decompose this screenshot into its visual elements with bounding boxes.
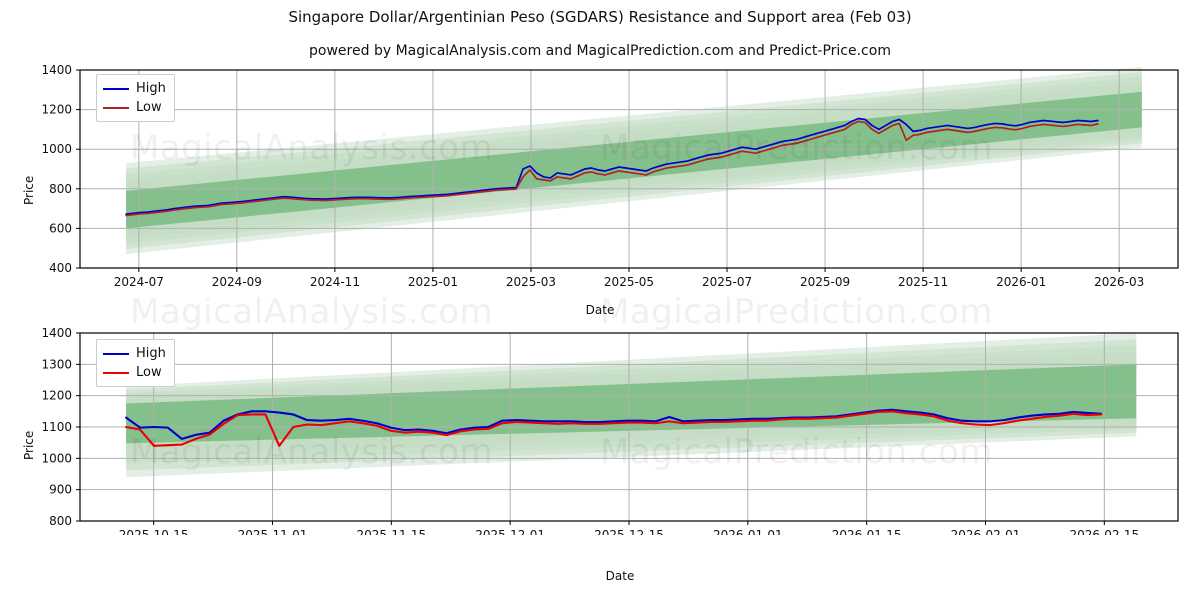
y-tick-label: 1000 [41, 142, 72, 156]
plot-frame [79, 69, 1179, 269]
y-tick-label: 900 [49, 483, 72, 497]
overview-x-axis-label: Date [585, 303, 615, 317]
x-tick-label: 2024-07 [114, 275, 164, 289]
legend-entry-low-detail: Low [103, 363, 166, 382]
x-tick-label: 2025-12-01 [475, 528, 545, 535]
legend-label-high: High [136, 81, 166, 96]
detail-y-axis-label: Price [22, 430, 36, 460]
y-tick-label: 600 [49, 221, 72, 235]
overview-legend: High Low [96, 74, 175, 122]
x-tick-label: 2024-09 [212, 275, 262, 289]
legend-swatch-high-detail [103, 352, 129, 355]
y-tick-label: 1000 [41, 451, 72, 465]
y-tick-label: 1400 [41, 326, 72, 340]
detail-chart-panel: 2025-10-15 2025-11-01 2025-11-15 2025-12-01… [0, 325, 1200, 535]
y-tick-label: 800 [49, 514, 72, 528]
x-tick-label: 2025-11 [898, 275, 948, 289]
x-tick-label: 2025-07 [702, 275, 752, 289]
legend-entry-low: Low [103, 98, 166, 117]
x-tick-label: 2026-01-15 [832, 528, 902, 535]
x-tick-label: 2026-02-15 [1069, 528, 1139, 535]
page-title: Singapore Dollar/Argentinian Peso (SGDAR… [288, 8, 912, 26]
detail-plot: 2025-10-15 2025-11-01 2025-11-15 2025-12-01… [41, 326, 1179, 535]
legend-label-high-detail: High [136, 346, 166, 361]
overview-y-axis-label: Price [22, 175, 36, 205]
series-line-low [125, 410, 1103, 447]
overview-plot: 2024-07 2024-09 2024-11 2025-01 2025-03 2025-… [41, 63, 1179, 289]
y-tick-label: 800 [49, 182, 72, 196]
x-tick-label: 2025-12-15 [594, 528, 664, 535]
page-subtitle: powered by MagicalAnalysis.com and Magic… [309, 43, 891, 59]
series-line-high [125, 117, 1099, 215]
legend-label-low: Low [136, 100, 162, 115]
series-line-low [125, 120, 1099, 217]
x-tick-label: 2025-09 [800, 275, 850, 289]
x-tick-label: 2026-01 [996, 275, 1046, 289]
legend-label-low-detail: Low [136, 365, 162, 380]
detail-x-axis-label: Date [605, 569, 635, 583]
x-tick-label: 2025-10-15 [119, 528, 189, 535]
legend-swatch-high [103, 87, 129, 90]
detail-legend: High Low [96, 339, 175, 387]
legend-swatch-low-detail [103, 371, 129, 374]
y-tick-label: 1400 [41, 63, 72, 77]
overview-chart-panel: 2024-07 2024-09 2024-11 2025-01 2025-03 2025-… [0, 60, 1200, 290]
x-tick-label: 2025-11-01 [238, 528, 308, 535]
y-tick-label: 1100 [41, 420, 72, 434]
y-tick-label: 1200 [41, 103, 72, 117]
legend-entry-high-detail: High [103, 344, 166, 363]
support-resistance-band-inner [126, 91, 1142, 229]
legend-entry-high: High [103, 79, 166, 98]
x-tick-label: 2025-05 [604, 275, 654, 289]
y-tick-label: 1200 [41, 389, 72, 403]
x-tick-label: 2025-01 [408, 275, 458, 289]
legend-swatch-low [103, 106, 129, 109]
series-line-high [125, 408, 1103, 440]
y-tick-label: 400 [49, 261, 72, 275]
plot-frame [79, 332, 1179, 522]
x-tick-label: 2026-02-01 [951, 528, 1021, 535]
x-tick-label: 2026-01-01 [713, 528, 783, 535]
x-tick-label: 2025-11-15 [356, 528, 426, 535]
x-tick-label: 2024-11 [310, 275, 360, 289]
x-tick-label: 2026-03 [1094, 275, 1144, 289]
x-tick-label: 2025-03 [506, 275, 556, 289]
y-tick-label: 1300 [41, 357, 72, 371]
